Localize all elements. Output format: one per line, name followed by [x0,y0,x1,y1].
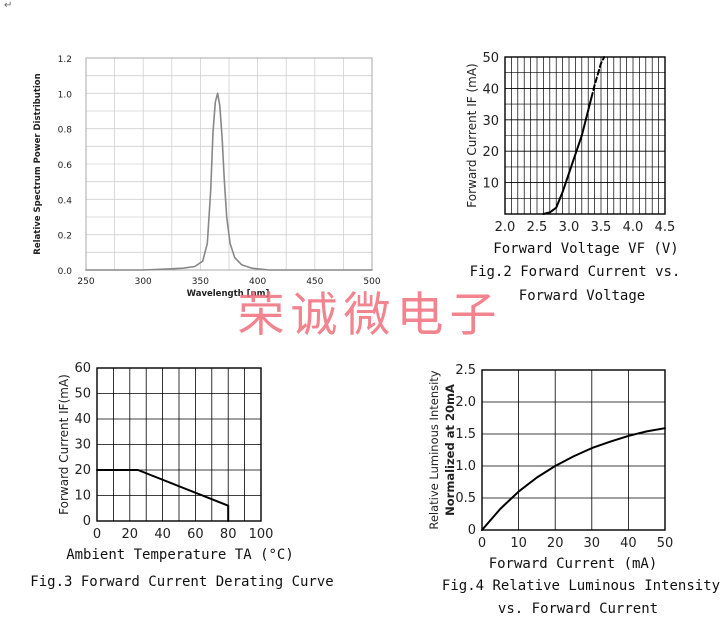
plot-frame [481,369,666,531]
x-tick-label: 80 [220,527,237,542]
y-tick-label: 20 [482,145,499,160]
x-tick-label: 400 [249,277,266,287]
gridlines [97,368,261,521]
x-tick-label: 20 [122,527,139,542]
y-tick-label: 2.5 [455,363,476,378]
gridlines [482,370,665,530]
figure-caption: Fig.4 Relative Luminous Intensity [442,578,720,594]
series-line [481,427,666,531]
figure-caption: Fig.3 Forward Current Derating Curve [30,574,333,590]
y-tick-label: 0.2 [58,232,72,242]
y-tick-label: 10 [74,489,91,504]
y-axis-label: Relative Luminous Intensity [427,370,441,529]
series-line [96,469,230,522]
plot-frame [85,57,373,271]
corner-mark: ↵ [4,0,13,11]
y-axis-label: Forward Current IF(mA) [57,374,71,515]
x-tick-label: 40 [154,527,171,542]
x-tick-label: 3.5 [591,220,612,235]
y-tick-label: 0 [83,514,91,529]
x-tick-label: 250 [77,277,94,287]
x-axis-label: Wavelength [nm] [187,289,270,299]
y-tick-label: 0.4 [58,196,73,206]
plot-frame [504,56,666,215]
y-tick-label: 1.2 [58,55,72,65]
y-tick-label: 60 [74,361,91,376]
watermark-text: 荣诚微电子 [237,288,503,343]
x-tick-label: 4.0 [623,220,644,235]
y-tick-label: 0.5 [455,491,476,506]
y-tick-label: 0.6 [58,161,73,171]
x-axis-label: Forward Current (mA) [489,556,658,572]
x-tick-label: 30 [584,536,601,551]
y-tick-label: 1.5 [455,427,476,442]
x-tick-label: 3.0 [559,220,580,235]
x-tick-label: 2.5 [527,220,548,235]
x-tick-label: 60 [187,527,204,542]
y-tick-label: 20 [74,463,91,478]
y-tick-label: 10 [482,177,499,192]
y-tick-label: 0 [468,523,476,538]
figure-caption: vs. Forward Current [498,601,658,617]
x-tick-label: 20 [547,536,564,551]
series-line [590,56,606,99]
x-tick-label: 100 [249,527,274,542]
x-tick-label: 350 [192,277,209,287]
gridlines [505,57,665,214]
y-tick-label: 30 [482,114,499,129]
series-line [542,96,593,215]
y-tick-label: 40 [482,82,499,97]
y-axis-label: Relative Spectrum Power Distribution [33,73,43,254]
x-tick-label: 450 [306,277,323,287]
x-axis-label: Forward Voltage VF (V) [493,241,678,257]
x-tick-label: 10 [510,536,527,551]
x-tick-label: 0 [93,527,101,542]
y-tick-label: 1.0 [455,459,476,474]
x-tick-label: 50 [657,536,674,551]
x-axis-label: Ambient Temperature TA (°C) [66,547,294,563]
chart-1: 250 300 350 400 450 500 0.0 0.2 0.4 0.6 0.8 1.0 1.2 R… [33,55,381,299]
x-tick-label: 0 [478,536,486,551]
plot-frame [96,367,262,522]
series-line [85,92,373,271]
x-tick-label: 2.0 [495,220,516,235]
y-tick-label: 1.0 [58,90,73,100]
y-tick-label: 2.0 [455,395,476,410]
chart-4: 0 10 20 30 40 50 0 0.5 1.0 1.5 2.0 2.5 Relative Lumi… [427,363,720,617]
y-axis-label: Forward Current IF (mA) [465,63,479,207]
y-tick-label: 40 [74,412,91,427]
y-tick-label: 50 [74,387,91,402]
x-tick-label: 300 [135,277,152,287]
y-tick-label: 0.0 [58,267,73,277]
x-tick-label: 4.5 [655,220,676,235]
y-tick-label: 30 [74,438,91,453]
y-tick-label: 0.8 [58,126,73,136]
y-axis-label: Normalized at 20mA [443,384,457,516]
y-tick-label: 50 [482,51,499,66]
figure-caption: Forward Voltage [519,288,645,304]
x-tick-label: 40 [620,536,637,551]
figure-caption: Fig.2 Forward Current vs. [470,264,681,280]
x-tick-label: 500 [363,277,380,287]
